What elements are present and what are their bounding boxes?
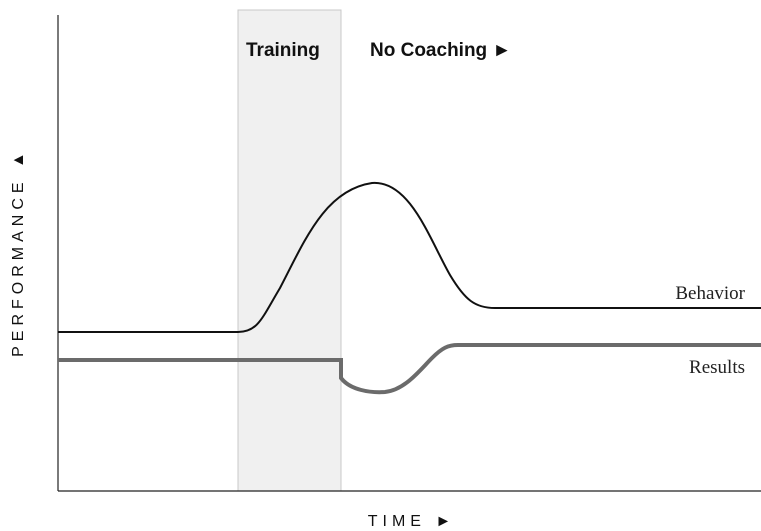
phase-label: No Coaching ► <box>370 40 511 61</box>
curve-label: Results <box>689 357 745 378</box>
y-axis-label: PERFORMANCE ▲ <box>10 147 27 357</box>
behavior-curve <box>58 181 761 333</box>
curve-label: Behavior <box>675 283 745 304</box>
phase-label: Training <box>246 40 320 61</box>
x-axis-label: TIME ► <box>368 513 457 530</box>
results-curve <box>58 343 761 395</box>
training-band <box>237 9 342 492</box>
